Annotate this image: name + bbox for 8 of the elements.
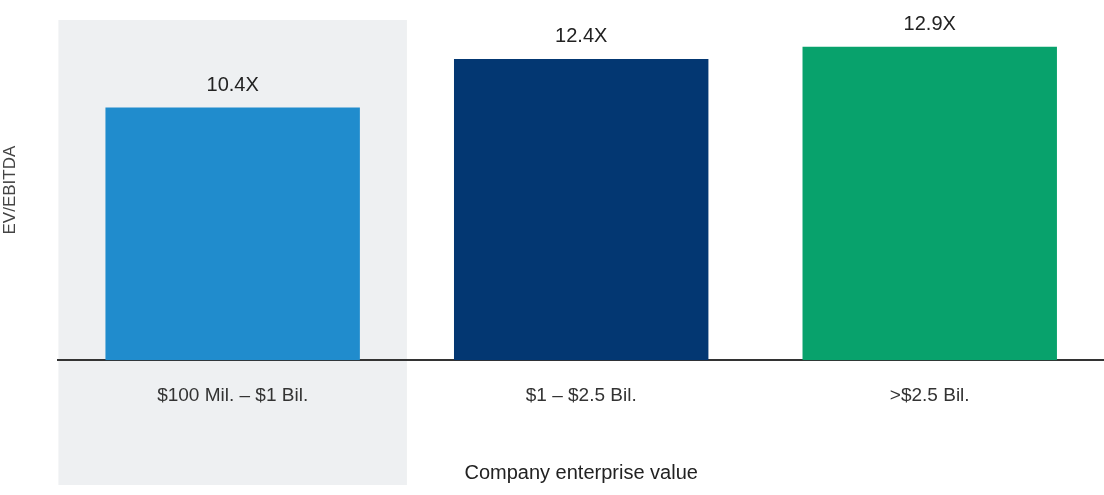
data-label: 12.9X [903,12,956,35]
data-label: 10.4X [206,73,259,95]
y-axis-title: EV/EBITDA [0,145,19,235]
x-axis-title: Company enterprise value [464,460,698,483]
x-tick-label: $100 Mil. – $1 Bil. [157,383,309,405]
data-label: 12.4X [555,24,608,47]
x-tick-label: >$2.5 Bil. [889,383,970,405]
x-tick-label: $1 – $2.5 Bil. [525,383,637,405]
